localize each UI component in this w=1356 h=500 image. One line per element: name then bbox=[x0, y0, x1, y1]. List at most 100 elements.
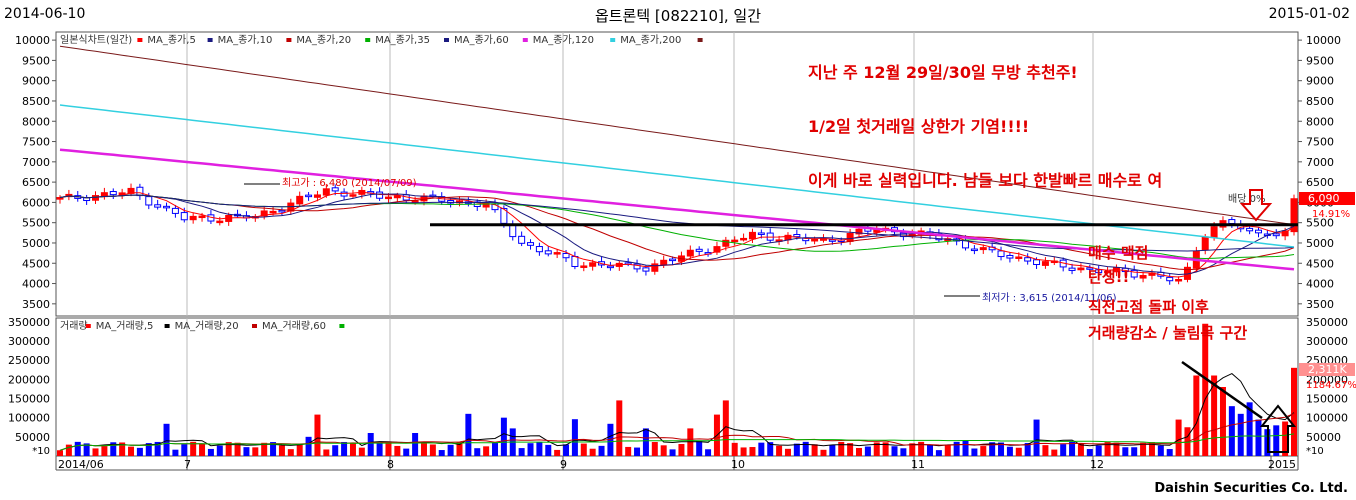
volume-bar bbox=[980, 446, 987, 456]
volume-y-tick-left: 300000 bbox=[8, 335, 50, 348]
candle-body bbox=[216, 220, 224, 224]
price-y-tick-right: 6500 bbox=[1306, 176, 1334, 189]
volume-bar bbox=[1104, 442, 1111, 456]
volume-y-tick-left: 150000 bbox=[8, 393, 50, 406]
volume-bar bbox=[882, 442, 889, 456]
candle-body bbox=[1290, 198, 1298, 233]
last-volume-badge bbox=[1299, 363, 1355, 376]
candle-body bbox=[109, 191, 117, 196]
candle-body bbox=[384, 196, 392, 200]
price-legend-item: MA_종가,35 bbox=[375, 34, 430, 46]
candle-body bbox=[979, 247, 987, 251]
start-date: 2014-06-10 bbox=[4, 6, 86, 22]
volume-bar bbox=[1157, 445, 1164, 456]
volume-trend-line bbox=[1181, 360, 1263, 420]
volume-bar bbox=[74, 441, 81, 456]
candle-body bbox=[731, 239, 739, 243]
volume-bar bbox=[1033, 419, 1040, 456]
volume-legend-item: MA_거래량,5 bbox=[96, 320, 154, 332]
volume-bar bbox=[225, 442, 232, 456]
footer-brand: Daishin Securities Co. Ltd. bbox=[1154, 481, 1348, 496]
volume-bar bbox=[776, 445, 783, 456]
volume-bar bbox=[1015, 447, 1022, 456]
price-y-tick-left: 7000 bbox=[22, 156, 50, 169]
price-y-tick-right: 10000 bbox=[1306, 34, 1341, 47]
candle-body bbox=[127, 187, 135, 194]
candle-body bbox=[56, 197, 64, 200]
volume-bar bbox=[900, 448, 907, 456]
volume-bar bbox=[1211, 375, 1218, 456]
price-y-tick-right: 5000 bbox=[1306, 237, 1334, 250]
candle-body bbox=[305, 194, 313, 198]
candle-body bbox=[544, 250, 552, 255]
volume-bar bbox=[545, 444, 552, 456]
volume-bar bbox=[1246, 402, 1253, 456]
candle-body bbox=[695, 248, 703, 252]
price-legend-item: MA_종가,120 bbox=[533, 34, 594, 46]
candle-body bbox=[535, 246, 543, 253]
price-panel-frame bbox=[55, 31, 1299, 317]
volume-bar bbox=[855, 447, 862, 456]
candle-body bbox=[606, 265, 614, 269]
price-legend-swatch bbox=[207, 38, 213, 42]
volume-bar bbox=[314, 414, 321, 456]
candle-body bbox=[1006, 254, 1014, 259]
price-y-tick-left: 4000 bbox=[22, 278, 50, 291]
volume-bar bbox=[829, 444, 836, 456]
volume-bar bbox=[376, 442, 383, 456]
price-y-tick-left: 8500 bbox=[22, 95, 50, 108]
low-price-label: 최저가 : 3,615 (2014/11/06) bbox=[982, 292, 1117, 304]
volume-bar bbox=[261, 442, 268, 456]
candle-body bbox=[509, 223, 517, 238]
price-legend-swatch bbox=[137, 38, 143, 42]
volume-bar bbox=[1291, 367, 1297, 456]
volume-y-tick-right: 300000 bbox=[1306, 335, 1348, 348]
volume-y-tick-left: 100000 bbox=[8, 412, 50, 425]
down-arrow-icon bbox=[1239, 189, 1273, 222]
volume-bar bbox=[536, 441, 543, 456]
candle-body bbox=[376, 191, 384, 199]
candle-body bbox=[136, 186, 144, 197]
volume-bar bbox=[92, 448, 99, 456]
candle-body bbox=[811, 238, 819, 242]
candle-body bbox=[589, 262, 597, 267]
volume-bar bbox=[820, 449, 827, 456]
volume-bar bbox=[554, 449, 561, 456]
price-y-tick-left: 9000 bbox=[22, 75, 50, 88]
candle-body bbox=[1041, 261, 1049, 266]
ma60-line bbox=[59, 194, 1295, 252]
volume-bar bbox=[349, 442, 356, 456]
price-legend-item: MA_종가,60 bbox=[454, 34, 509, 46]
candle-body bbox=[855, 228, 863, 235]
candle-body bbox=[198, 215, 206, 219]
volume-legend-swatch bbox=[164, 324, 170, 328]
x-axis-label: 2014/06 bbox=[58, 458, 104, 471]
candle-body bbox=[349, 194, 357, 197]
volume-bar bbox=[65, 444, 72, 456]
candle-body bbox=[154, 204, 162, 208]
volume-y-tick-right: 150000 bbox=[1306, 393, 1348, 406]
volume-bar bbox=[927, 444, 934, 456]
volume-bar bbox=[483, 446, 490, 456]
volume-bar bbox=[935, 450, 942, 456]
x-axis-label: 8 bbox=[387, 458, 394, 471]
candle-body bbox=[793, 234, 801, 238]
last-price-value: 6,090 bbox=[1308, 192, 1340, 205]
price-y-tick-right: 3500 bbox=[1306, 298, 1334, 311]
up-arrow-icon bbox=[1259, 404, 1297, 453]
volume-bar bbox=[492, 442, 499, 456]
volume-bar bbox=[953, 441, 960, 456]
price-legend-swatch bbox=[610, 38, 616, 42]
volume-bar bbox=[642, 428, 649, 456]
volume-bar bbox=[207, 448, 214, 456]
candle-body bbox=[740, 237, 748, 241]
candle-body bbox=[686, 249, 694, 257]
volume-bar bbox=[252, 447, 259, 456]
candle-body bbox=[296, 195, 304, 205]
volume-bar bbox=[625, 446, 632, 456]
volume-bar bbox=[580, 443, 587, 456]
candle-body bbox=[1228, 219, 1236, 224]
volume-bar bbox=[847, 443, 854, 456]
volume-y-tick-left: 50000 bbox=[15, 431, 50, 444]
volume-bar bbox=[323, 449, 330, 456]
